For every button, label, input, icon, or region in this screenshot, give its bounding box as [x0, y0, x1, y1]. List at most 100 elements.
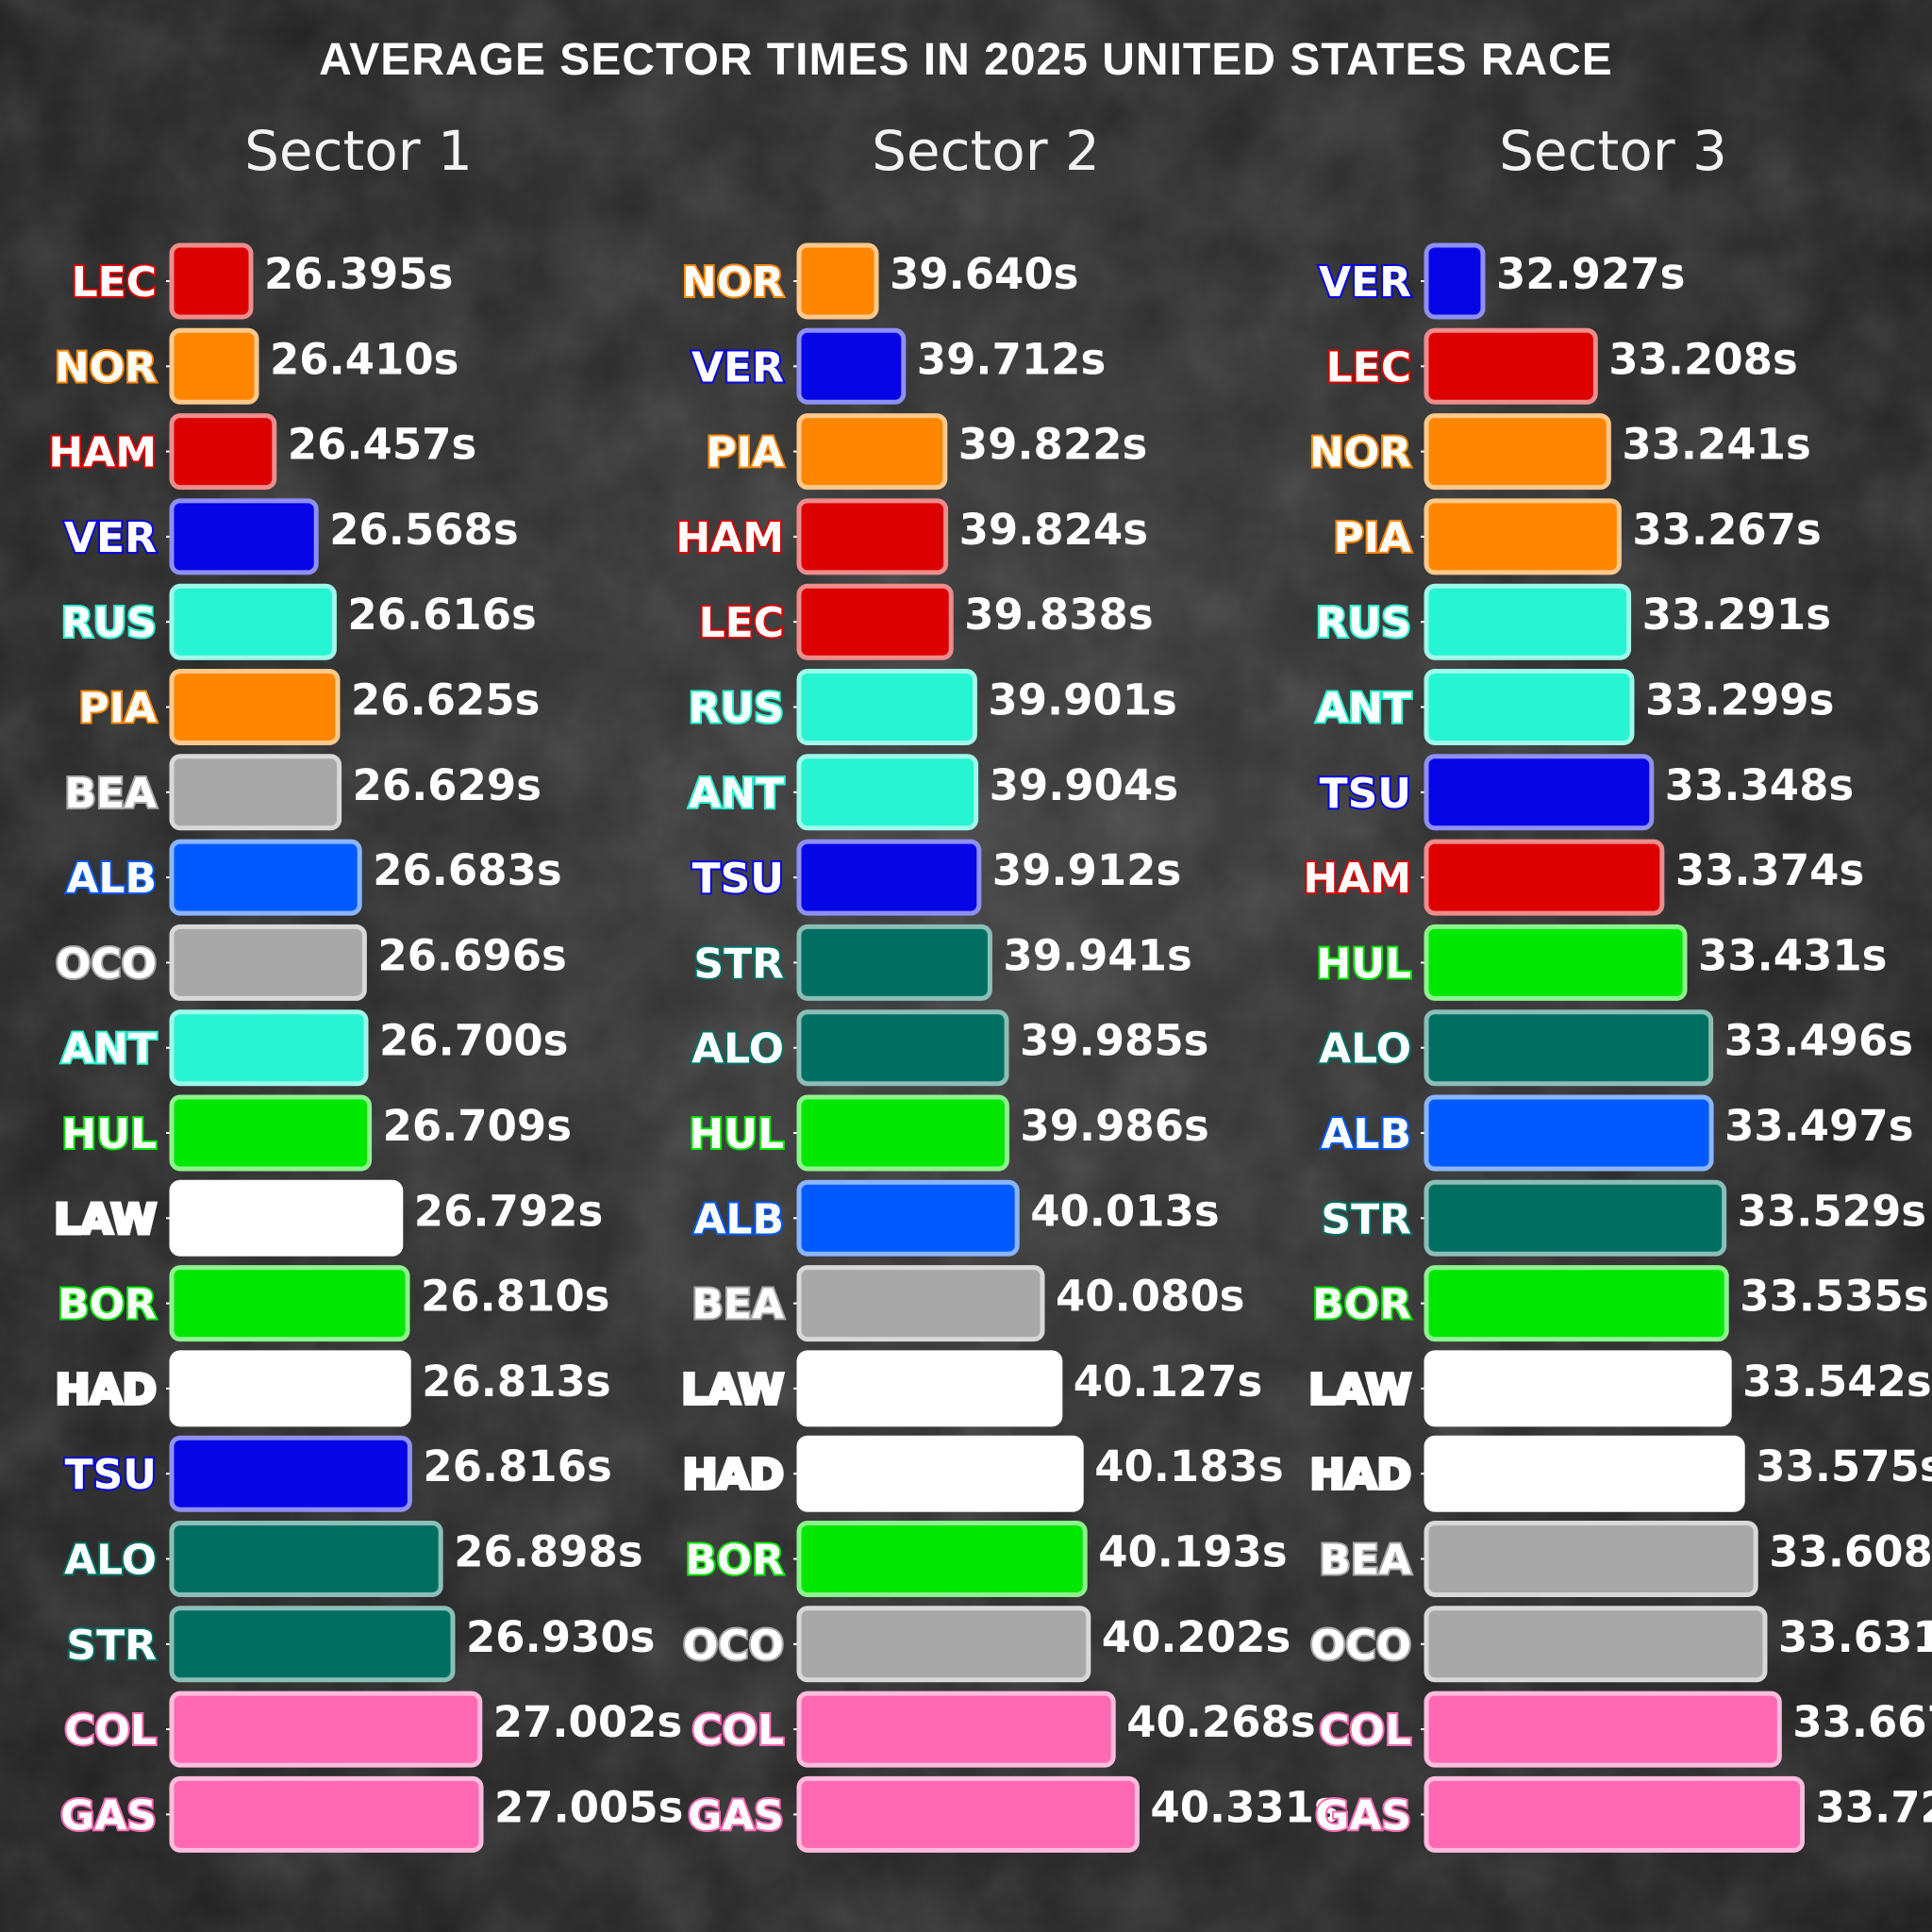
driver-label: STR [693, 940, 784, 988]
bar-gas [169, 1775, 484, 1853]
value-label: 39.904s [990, 760, 1178, 810]
value-label: 33.496s [1724, 1016, 1913, 1066]
value-label: 39.901s [988, 675, 1176, 725]
driver-label: COL [691, 1707, 784, 1755]
driver-label: HUL [61, 1110, 157, 1158]
driver-label: ALB [693, 1195, 784, 1243]
bar-pia [169, 669, 341, 745]
bar-ham [796, 498, 949, 575]
bar-had [1424, 1435, 1745, 1512]
bar-gas [796, 1775, 1140, 1853]
bar-nor [169, 327, 259, 405]
driver-label: PIA [1333, 514, 1411, 562]
bar-ver [1424, 242, 1486, 320]
driver-label: HAD [56, 1366, 157, 1414]
driver-label: LAW [1308, 1366, 1411, 1414]
bar-ham [169, 413, 277, 491]
value-label: 39.640s [890, 249, 1078, 299]
bar-bor [1424, 1265, 1729, 1342]
driver-label: ALB [1321, 1110, 1411, 1158]
bar-pia [1424, 498, 1622, 575]
bar-alo [796, 1009, 1009, 1087]
driver-label: BEA [691, 1281, 784, 1329]
bar-ant [169, 1009, 369, 1087]
driver-label: HAD [683, 1451, 784, 1499]
bar-col [796, 1690, 1116, 1768]
driver-label: ANT [1316, 685, 1411, 733]
driver-label: HAM [1303, 855, 1411, 903]
value-label: 26.568s [329, 505, 518, 555]
driver-label: GAS [60, 1791, 157, 1840]
bar-tsu [169, 1435, 412, 1512]
value-label: 33.529s [1738, 1186, 1926, 1236]
value-label: 33.631s [1778, 1612, 1932, 1662]
value-label: 33.724s [1815, 1782, 1932, 1832]
driver-label: ANT [61, 1025, 157, 1074]
driver-label: HAM [675, 514, 784, 562]
driver-label: HAM [48, 429, 157, 477]
bar-bor [796, 1521, 1088, 1597]
driver-label: NOR [55, 343, 157, 391]
bar-col [169, 1690, 483, 1768]
bar-law [1424, 1350, 1732, 1427]
driver-label: HUL [689, 1110, 784, 1158]
value-label: 33.535s [1740, 1272, 1928, 1322]
bar-law [796, 1350, 1063, 1427]
bar-oco [169, 924, 367, 1001]
value-label: 26.930s [466, 1612, 655, 1662]
value-label: 27.002s [493, 1697, 682, 1747]
value-label: 39.712s [917, 334, 1106, 384]
driver-label: VER [691, 343, 784, 391]
sector-title: Sector 1 [244, 119, 473, 183]
bar-str [1424, 1179, 1727, 1257]
driver-label: ALO [691, 1025, 784, 1074]
value-label: 26.616s [347, 590, 536, 640]
driver-label: TSU [65, 1451, 157, 1499]
bar-ham [1424, 839, 1665, 916]
value-label: 39.985s [1020, 1016, 1208, 1066]
bar-had [796, 1435, 1084, 1512]
value-label: 40.183s [1094, 1441, 1283, 1491]
value-label: 40.331s [1150, 1782, 1339, 1832]
value-label: 33.267s [1632, 505, 1821, 555]
bar-had [169, 1350, 411, 1427]
value-label: 33.208s [1608, 334, 1797, 384]
value-label: 39.838s [964, 590, 1153, 640]
driver-label: ALO [1319, 1025, 1411, 1074]
value-label: 33.241s [1622, 420, 1810, 470]
driver-label: RUS [689, 685, 784, 733]
driver-label: ANT [689, 770, 784, 818]
driver-label: GAS [1315, 1791, 1411, 1840]
chart-title: AVERAGE SECTOR TIMES IN 2025 UNITED STAT… [319, 35, 1613, 85]
bar-tsu [1424, 754, 1655, 831]
value-label: 33.667s [1792, 1697, 1932, 1747]
driver-label: ALB [66, 855, 157, 903]
driver-label: TSU [1320, 770, 1411, 818]
value-label: 40.013s [1030, 1186, 1219, 1236]
bar-bor [169, 1265, 410, 1342]
value-label: 33.542s [1742, 1357, 1931, 1407]
value-label: 26.625s [351, 675, 540, 725]
bar-lec [169, 242, 254, 320]
value-label: 26.629s [353, 760, 541, 810]
bar-hul [796, 1094, 1009, 1172]
driver-label: BOR [58, 1281, 157, 1329]
value-label: 26.709s [383, 1101, 572, 1151]
value-label: 33.497s [1724, 1101, 1913, 1151]
bar-lec [1424, 327, 1598, 405]
bar-bea [169, 754, 342, 831]
bar-rus [1424, 583, 1632, 660]
value-label: 26.816s [423, 1441, 611, 1491]
driver-label: STR [1321, 1195, 1411, 1243]
value-label: 40.193s [1098, 1527, 1287, 1577]
driver-label: PIA [78, 685, 157, 733]
value-label: 33.291s [1642, 590, 1831, 640]
driver-label: OCO [683, 1622, 784, 1670]
value-label: 26.457s [288, 420, 476, 470]
value-label: 26.683s [373, 845, 561, 895]
bar-pia [796, 413, 948, 491]
bar-alb [169, 839, 362, 916]
value-label: 40.202s [1102, 1612, 1291, 1662]
bar-ant [1424, 669, 1635, 745]
driver-label: LAW [681, 1366, 784, 1414]
